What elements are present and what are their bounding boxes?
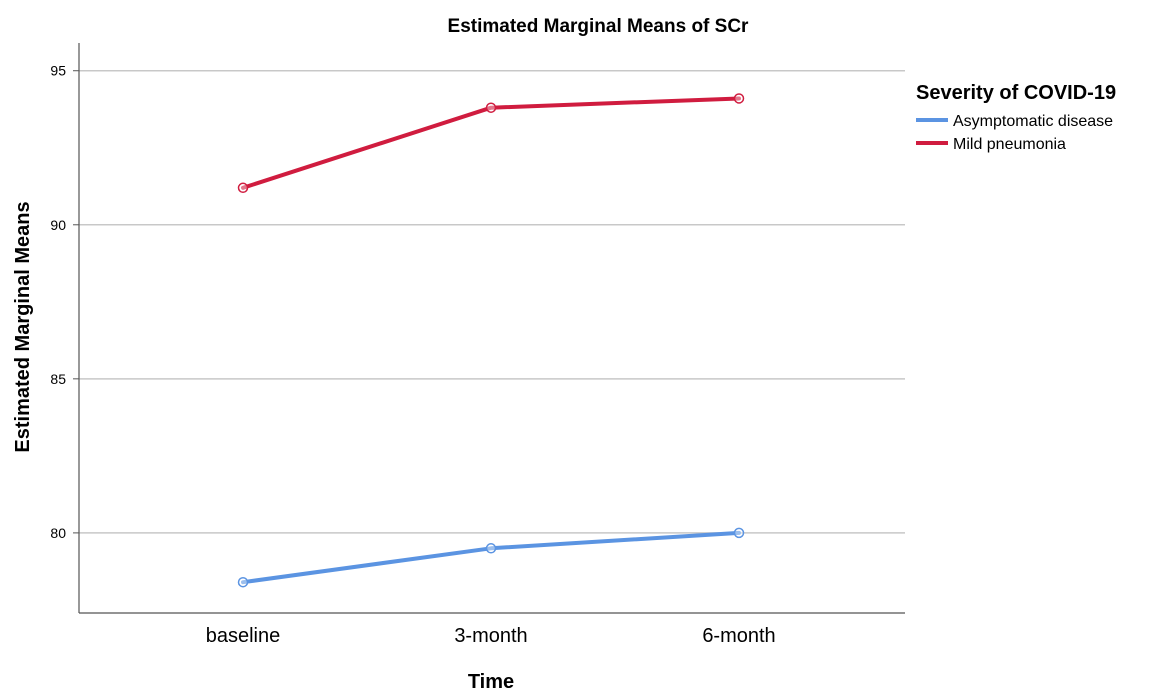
- x-tick-label: 6-month: [702, 625, 775, 647]
- data-point: [237, 576, 249, 588]
- y-tick-label: 95: [50, 63, 66, 79]
- legend-label: Mild pneumonia: [953, 136, 1066, 153]
- series-lines: [237, 93, 745, 588]
- x-axis-label: Time: [468, 671, 514, 693]
- y-tick-label: 80: [50, 525, 66, 541]
- data-point: [733, 527, 745, 539]
- chart-title: Estimated Marginal Means of SCr: [448, 16, 750, 37]
- legend-label: Asymptomatic disease: [953, 113, 1113, 130]
- x-tick-label: 3-month: [454, 625, 527, 647]
- y-tick-label: 90: [50, 217, 66, 233]
- legend-items: Asymptomatic disease Mild pneumonia: [916, 113, 1113, 153]
- data-point: [733, 93, 745, 104]
- gridlines: [79, 69, 905, 534]
- x-tick-label: baseline: [206, 625, 281, 647]
- tick-labels: 80 85 90 95 baseline 3-month 6-month: [50, 63, 775, 647]
- y-tick-label: 85: [50, 371, 66, 387]
- series-line: [241, 530, 741, 585]
- data-point: [485, 102, 497, 113]
- legend: Severity of COVID-19 Asymptomatic diseas…: [916, 82, 1116, 153]
- series-0: [237, 527, 745, 588]
- axes: [73, 43, 905, 614]
- y-axis-label: Estimated Marginal Means: [12, 201, 34, 452]
- data-point: [485, 543, 497, 554]
- data-point: [237, 182, 249, 194]
- series-line: [241, 96, 741, 190]
- series-1: [237, 93, 745, 194]
- legend-title: Severity of COVID-19: [916, 82, 1116, 104]
